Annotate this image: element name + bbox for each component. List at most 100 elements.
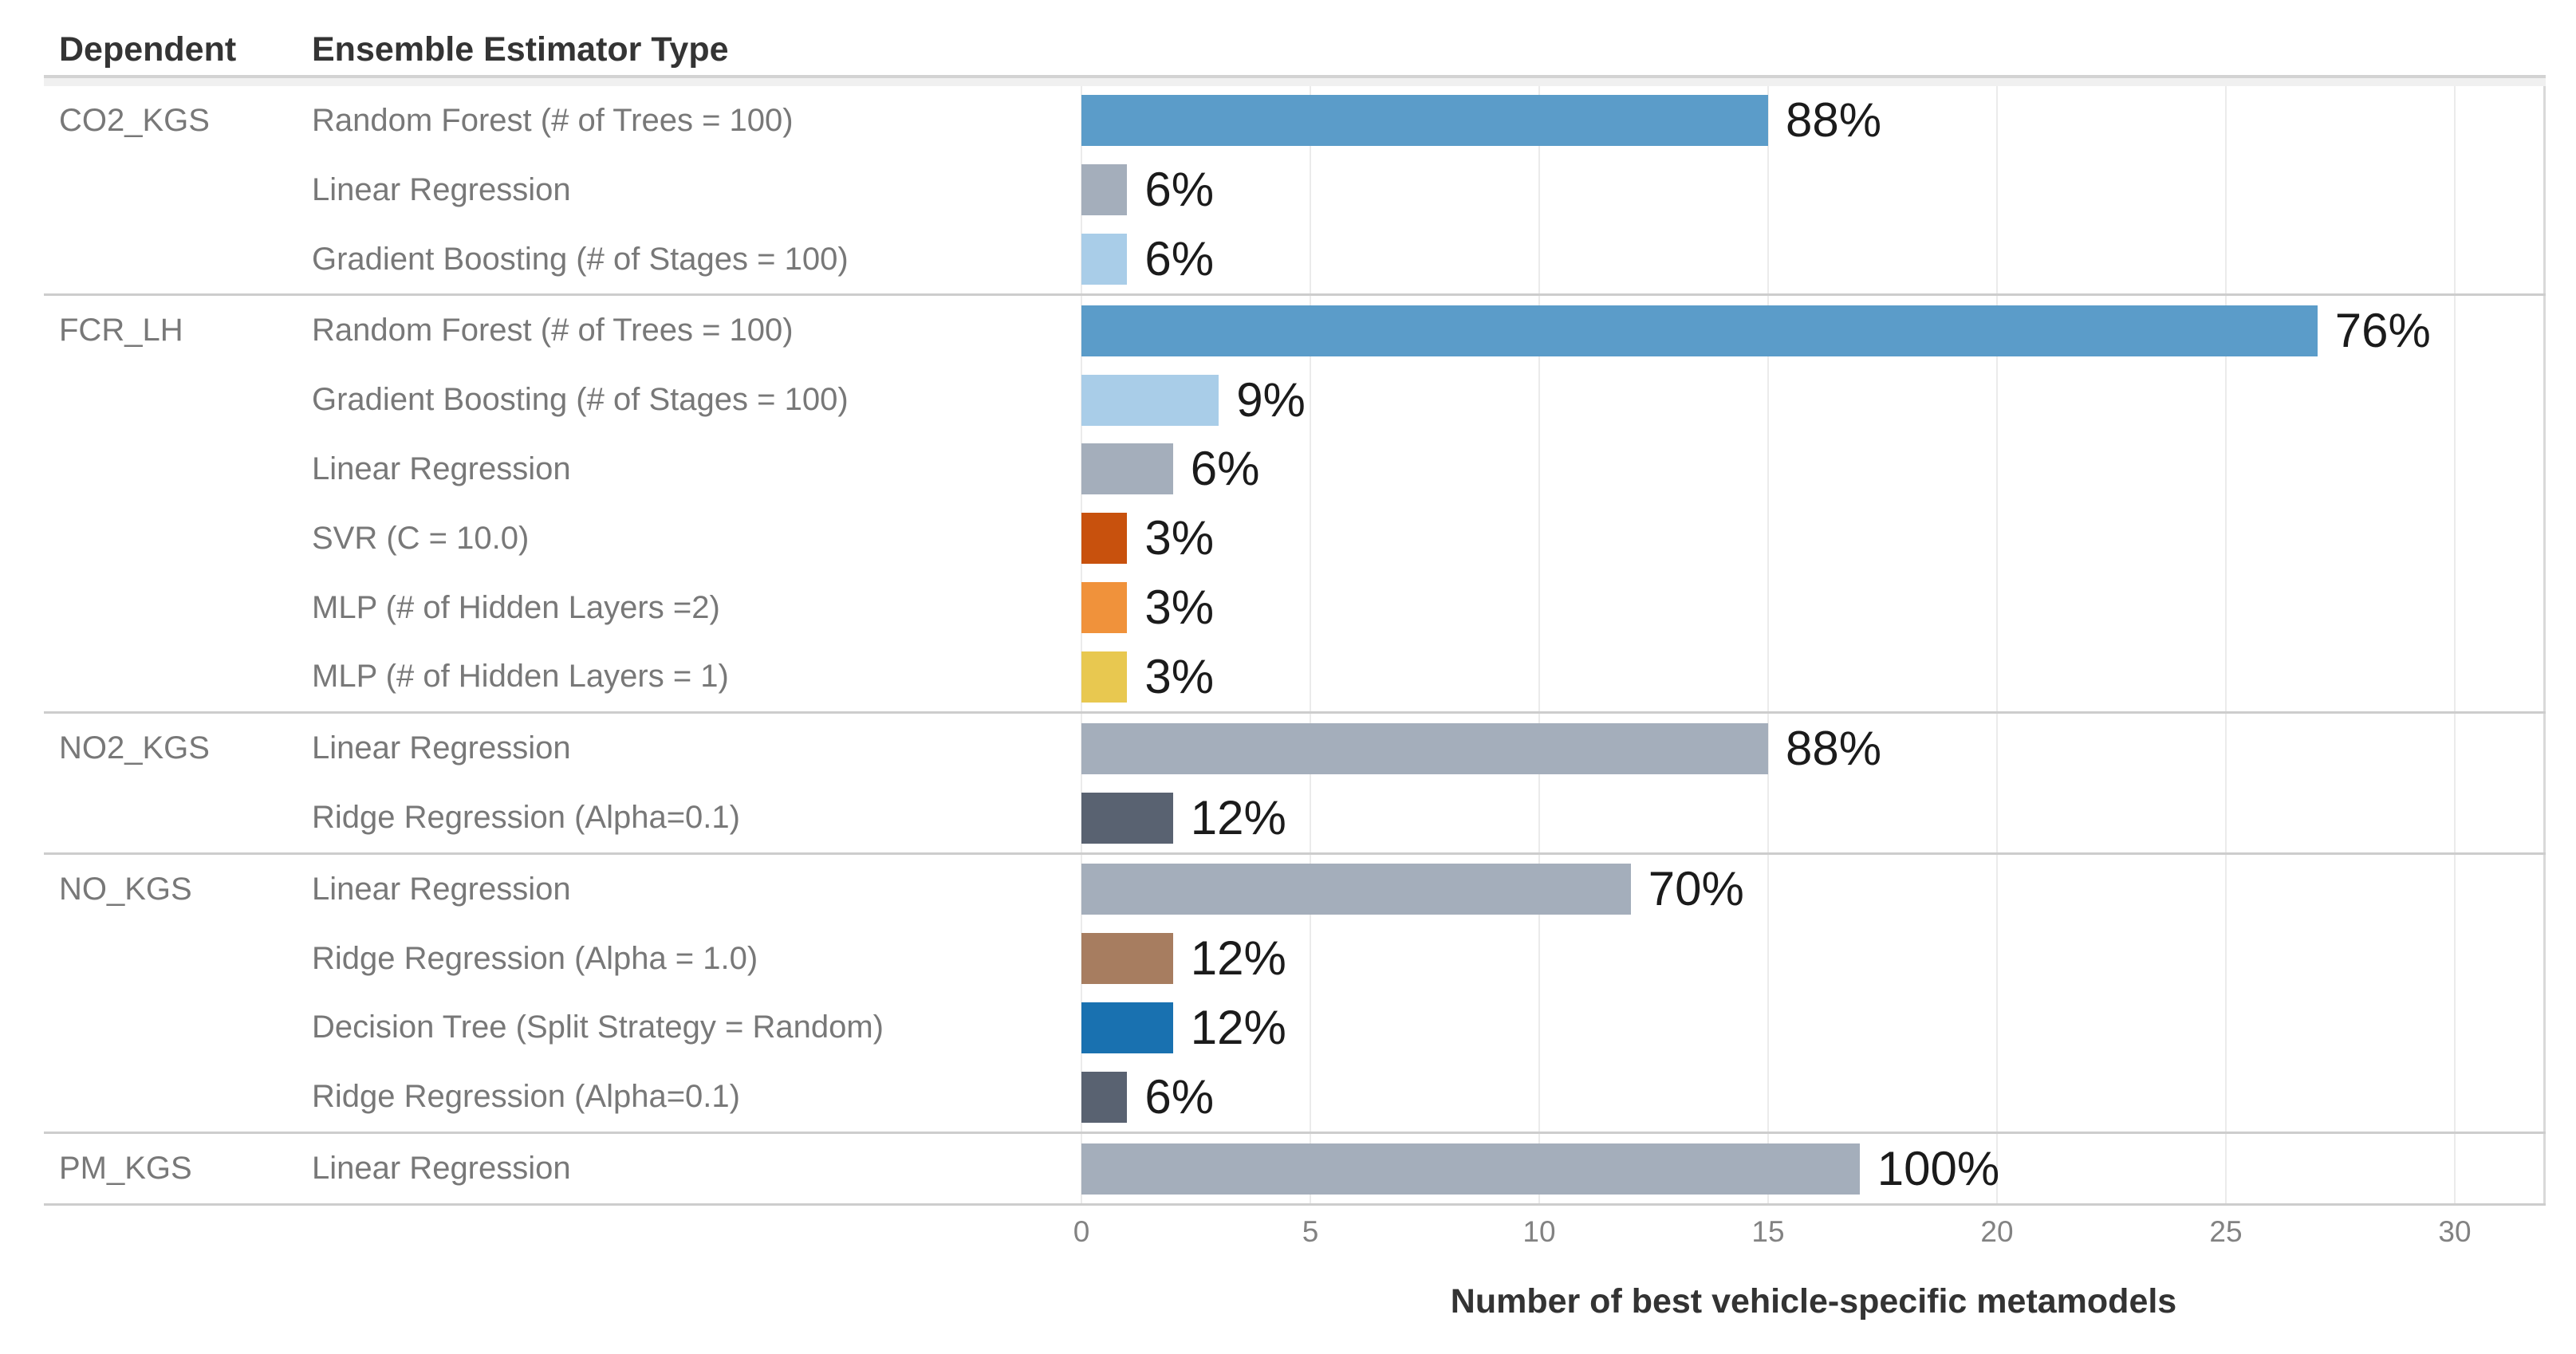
dependent-label: PM_KGS <box>59 1151 192 1187</box>
plot-right-border <box>2543 86 2546 1206</box>
bar[interactable] <box>1081 1071 1128 1123</box>
plot-cell: 70% <box>1081 855 2546 924</box>
bar-value-label: 12% <box>1190 1000 1286 1054</box>
estimator-label: MLP (# of Hidden Layers =2) <box>312 589 720 625</box>
plot-cell: 12% <box>1081 924 2546 994</box>
estimator-label: SVR (C = 10.0) <box>312 520 530 556</box>
bar-value-label: 3% <box>1144 581 1215 635</box>
bar[interactable] <box>1081 792 1173 844</box>
chart-row: CO2_KGS Random Forest (# of Trees = 100) 8… <box>44 86 2546 155</box>
bar-value-label: 6% <box>1144 1069 1215 1124</box>
bar-value-label: 3% <box>1144 511 1215 565</box>
bar[interactable] <box>1081 234 1128 285</box>
bar-value-label: 12% <box>1190 931 1286 986</box>
bar[interactable] <box>1081 651 1128 703</box>
estimator-label: Gradient Boosting (# of Stages = 100) <box>312 241 849 277</box>
chart-row: MLP (# of Hidden Layers =2) 3% <box>44 573 2546 643</box>
estimator-cell: Decision Tree (Split Strategy = Random) <box>312 994 1081 1063</box>
estimator-cell: Gradient Boosting (# of Stages = 100) <box>312 225 1081 294</box>
dependent-cell <box>44 643 312 712</box>
plot-cell: 6% <box>1081 1062 2546 1132</box>
bar[interactable] <box>1081 933 1173 985</box>
estimator-label: Linear Regression <box>312 1151 571 1187</box>
dependent-cell <box>44 1062 312 1132</box>
header-separator-band <box>44 78 2546 86</box>
bar-value-label: 3% <box>1144 649 1215 703</box>
estimator-label: Decision Tree (Split Strategy = Random) <box>312 1010 884 1045</box>
estimator-label: Ridge Regression (Alpha = 1.0) <box>312 940 758 976</box>
bar[interactable] <box>1081 1002 1173 1053</box>
dependent-label: FCR_LH <box>59 313 183 348</box>
estimator-cell: Linear Regression <box>312 855 1081 924</box>
chart-row: Linear Regression 6% <box>44 435 2546 504</box>
plot-cell: 100% <box>1081 1134 2546 1203</box>
x-tick-label: 15 <box>1751 1215 1785 1248</box>
plot-cell: 88% <box>1081 714 2546 783</box>
plot-cell: 12% <box>1081 783 2546 852</box>
plot-cell: 3% <box>1081 643 2546 712</box>
x-tick-label: 0 <box>1073 1215 1090 1248</box>
estimator-cell: Linear Regression <box>312 1134 1081 1203</box>
dependent-cell <box>44 225 312 294</box>
dependent-cell: FCR_LH <box>44 296 312 365</box>
chart-row: Linear Regression 6% <box>44 155 2546 225</box>
x-axis-title: Number of best vehicle-specific metamode… <box>1450 1282 2177 1321</box>
estimator-label: Ridge Regression (Alpha=0.1) <box>312 1079 740 1115</box>
bar-value-label: 9% <box>1236 372 1306 427</box>
x-axis: 0 5 10 15 20 25 30 <box>0 1215 2576 1263</box>
bar[interactable] <box>1081 582 1128 634</box>
group-CO2_KGS: CO2_KGS Random Forest (# of Trees = 100) 8… <box>44 86 2546 297</box>
estimator-cell: MLP (# of Hidden Layers = 1) <box>312 643 1081 712</box>
group-FCR_LH: FCR_LH Random Forest (# of Trees = 100) 76… <box>44 296 2546 714</box>
chart-row: NO_KGS Linear Regression 70% <box>44 855 2546 924</box>
bar-value-label: 70% <box>1648 862 1744 916</box>
x-tick-label: 25 <box>2209 1215 2243 1248</box>
dependent-cell <box>44 573 312 643</box>
bar[interactable] <box>1081 374 1219 426</box>
plot-cell: 3% <box>1081 504 2546 573</box>
estimator-cell: SVR (C = 10.0) <box>312 504 1081 573</box>
bar[interactable] <box>1081 305 2318 356</box>
group-PM_KGS: PM_KGS Linear Regression 100% <box>44 1134 2546 1206</box>
bar[interactable] <box>1081 513 1128 565</box>
chart-row: MLP (# of Hidden Layers = 1) 3% <box>44 643 2546 712</box>
plot-cell: 12% <box>1081 994 2546 1063</box>
chart-row: Gradient Boosting (# of Stages = 100) 9% <box>44 365 2546 435</box>
x-tick-label: 30 <box>2438 1215 2472 1248</box>
gridline-5 <box>1310 86 1311 1206</box>
plot-cell: 9% <box>1081 365 2546 435</box>
header-separator <box>44 75 2546 78</box>
estimator-cell: Gradient Boosting (# of Stages = 100) <box>312 365 1081 435</box>
chart-row: PM_KGS Linear Regression 100% <box>44 1134 2546 1203</box>
bar-value-label: 88% <box>1786 721 1882 775</box>
bar[interactable] <box>1081 95 1768 147</box>
estimator-label: Gradient Boosting (# of Stages = 100) <box>312 382 849 418</box>
x-tick-label: 5 <box>1302 1215 1319 1248</box>
dependent-label: CO2_KGS <box>59 102 210 138</box>
chart-row: FCR_LH Random Forest (# of Trees = 100) 76… <box>44 296 2546 365</box>
bar-value-label: 6% <box>1144 232 1215 286</box>
chart-row: NO2_KGS Linear Regression 88% <box>44 714 2546 783</box>
column-header-estimator-type: Ensemble Estimator Type <box>312 30 729 69</box>
bar[interactable] <box>1081 164 1128 216</box>
bar[interactable] <box>1081 1143 1860 1195</box>
bar-value-label: 88% <box>1786 93 1882 148</box>
dependent-cell: NO2_KGS <box>44 714 312 783</box>
bar[interactable] <box>1081 864 1631 915</box>
bar[interactable] <box>1081 722 1768 774</box>
dependent-cell <box>44 504 312 573</box>
plot-cell: 76% <box>1081 296 2546 365</box>
dependent-cell <box>44 435 312 504</box>
gridline-25 <box>2225 86 2227 1206</box>
gridline-30 <box>2454 86 2456 1206</box>
estimator-label: Linear Regression <box>312 171 571 207</box>
x-tick-label: 10 <box>1522 1215 1556 1248</box>
dependent-cell <box>44 924 312 994</box>
bar[interactable] <box>1081 443 1173 495</box>
estimator-label: Ridge Regression (Alpha=0.1) <box>312 800 740 836</box>
estimator-label: Linear Regression <box>312 451 571 486</box>
plot-area <box>1081 86 2546 1206</box>
bar-value-label: 76% <box>2334 303 2431 357</box>
gridline-15 <box>1767 86 1769 1206</box>
